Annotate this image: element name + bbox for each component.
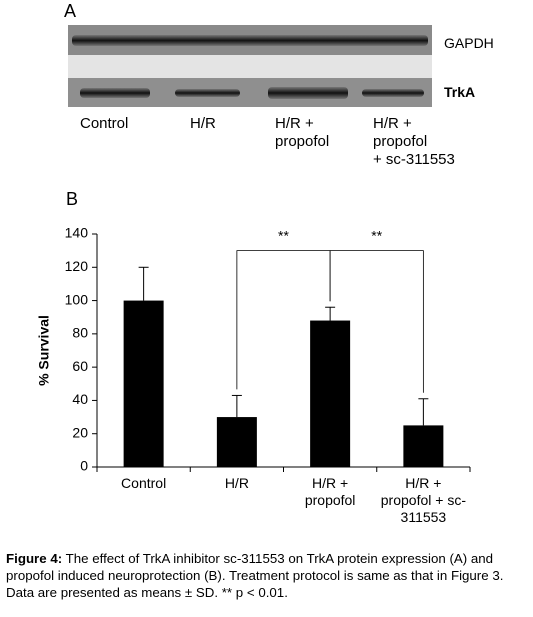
band-label: TrkA <box>444 84 476 100</box>
y-tick-label: 140 <box>65 225 89 241</box>
band-label: GAPDH <box>444 35 494 51</box>
x-tick-label: H/R <box>224 475 249 491</box>
bar <box>216 417 257 467</box>
lane-label: H/R + propofol <box>275 115 330 150</box>
lane-label: H/R <box>190 115 216 132</box>
significance-bracket <box>329 250 424 393</box>
y-tick-label: 60 <box>72 358 88 374</box>
bar <box>403 425 444 467</box>
western-blot <box>68 25 432 107</box>
y-tick-label: 40 <box>72 391 88 407</box>
trka-band <box>362 89 424 97</box>
x-tick-label: H/R + propofol + sc- 311553 <box>380 475 466 525</box>
bar <box>123 300 164 467</box>
y-axis-label: % Survival <box>36 315 52 386</box>
y-tick-label: 20 <box>72 424 88 440</box>
caption-text: The effect of TrkA inhibitor sc-311553 o… <box>6 551 504 600</box>
y-tick-label: 100 <box>65 291 89 307</box>
y-tick-label: 0 <box>80 458 88 474</box>
gapdh-band <box>72 35 428 46</box>
lane-label: Control <box>80 115 129 132</box>
x-tick-label: H/R + propofol <box>304 475 356 508</box>
panel-label: B <box>66 189 79 209</box>
bar <box>310 320 351 467</box>
trka-band <box>80 88 150 98</box>
significance-label: ** <box>371 227 382 243</box>
blot-gap <box>68 55 432 78</box>
y-tick-label: 120 <box>65 258 89 274</box>
caption: Figure 4: The effect of TrkA inhibitor s… <box>6 550 528 601</box>
panel-label: A <box>64 1 77 21</box>
trka-band <box>175 89 240 97</box>
y-tick-label: 80 <box>72 325 88 341</box>
significance-label: ** <box>278 227 289 243</box>
trka-band <box>268 87 348 99</box>
x-tick-label: Control <box>121 475 167 491</box>
lane-label: H/R + propofol + sc-311553 <box>373 115 455 168</box>
caption-label: Figure 4: <box>6 551 63 566</box>
